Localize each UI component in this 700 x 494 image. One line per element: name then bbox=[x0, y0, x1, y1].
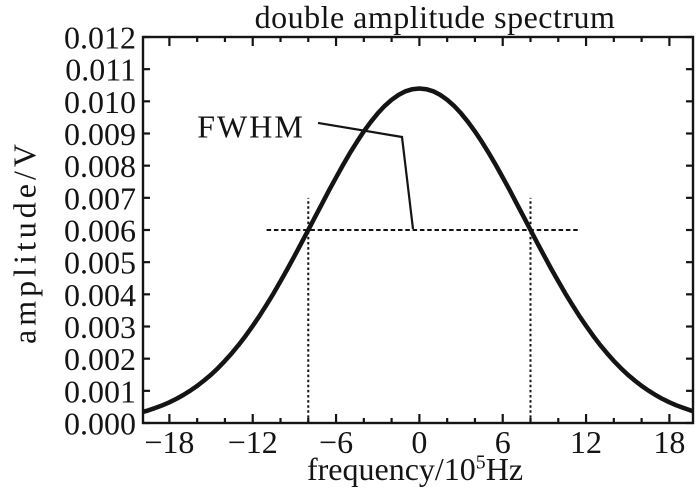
y-tick-label: 0.001 bbox=[64, 373, 136, 409]
x-axis-title-exponent: 5 bbox=[475, 451, 486, 474]
spectrum-curve bbox=[143, 86, 693, 415]
fwhm-leader-line bbox=[317, 121, 415, 230]
x-tick-label: 6 bbox=[495, 424, 511, 460]
y-tick-label: 0.012 bbox=[64, 20, 136, 56]
y-tick-label: 0.003 bbox=[64, 309, 136, 345]
y-tick-label: 0.006 bbox=[64, 213, 136, 249]
axis-frame bbox=[141, 35, 695, 425]
y-tick-label: 0.008 bbox=[64, 148, 136, 184]
chart-title: double amplitude spectrum bbox=[254, 0, 616, 35]
x-tick-label: 0 bbox=[411, 424, 427, 460]
y-tick-label: 0.011 bbox=[65, 52, 136, 88]
x-tick-label: −18 bbox=[144, 424, 194, 460]
x-tick-label: 18 bbox=[653, 424, 685, 460]
x-axis-title-unit: Hz bbox=[485, 451, 524, 487]
fwhm-annotation-label: FWHM bbox=[197, 108, 305, 145]
x-axis-title-base: frequency/10 bbox=[306, 451, 476, 487]
x-tick-label: −6 bbox=[319, 424, 353, 460]
y-tick-label: 0.009 bbox=[64, 116, 136, 152]
y-tick-label: 0.005 bbox=[64, 245, 136, 281]
y-tick-label: 0.004 bbox=[64, 277, 136, 313]
y-tick-label: 0.002 bbox=[64, 341, 136, 377]
x-axis-title: frequency/105Hz bbox=[115, 449, 700, 489]
x-tick-label: −12 bbox=[228, 424, 278, 460]
y-tick-label: 0.010 bbox=[64, 84, 136, 120]
y-tick-label: 0.000 bbox=[64, 406, 136, 442]
y-tick-label: 0.007 bbox=[64, 180, 136, 216]
x-tick-label: 12 bbox=[570, 424, 602, 460]
